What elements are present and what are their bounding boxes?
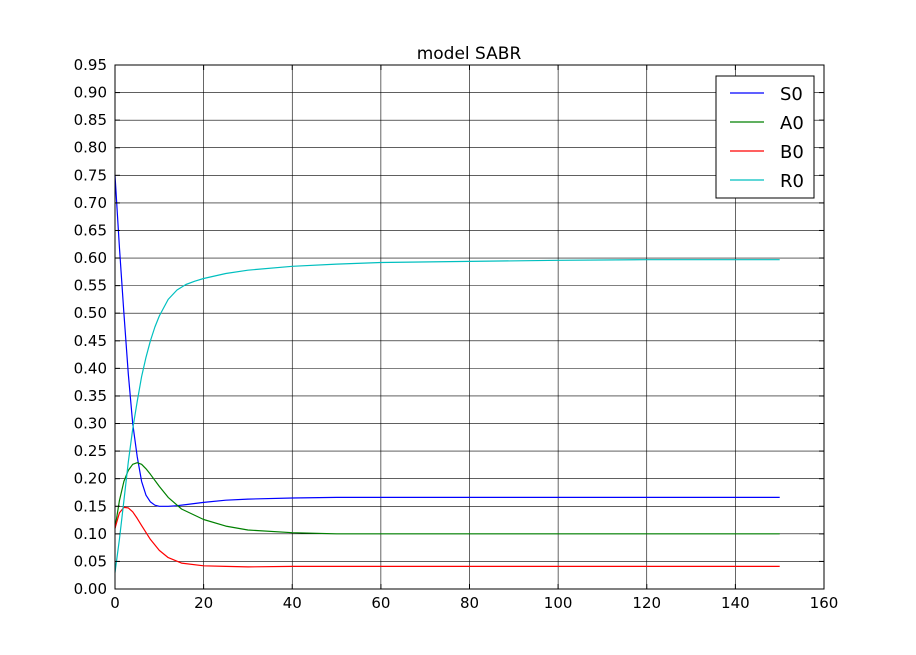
y-tick-label: 0.65 — [74, 221, 107, 239]
y-tick-label: 0.95 — [74, 56, 107, 74]
y-tick-label: 0.30 — [74, 415, 107, 433]
series-line-a0 — [114, 462, 780, 535]
x-tick-label: 60 — [371, 594, 390, 612]
legend-label-b0: B0 — [780, 142, 804, 163]
y-tick-label: 0.20 — [74, 470, 107, 488]
y-tick-label: 0.60 — [74, 249, 107, 267]
axis-ticks: 0 20 40 60 80 100 120 140 160 0.00 0.05 0.10 0.15 0.2… — [74, 56, 839, 612]
x-tick-label: 160 — [810, 594, 839, 612]
x-tick-label: 120 — [632, 594, 661, 612]
x-tick-label: 40 — [283, 594, 302, 612]
y-tick-label: 0.00 — [74, 580, 107, 598]
y-tick-label: 0.40 — [74, 359, 107, 377]
x-tick-label: 20 — [194, 594, 213, 612]
y-tick-label: 0.50 — [74, 304, 107, 322]
chart-title: model SABR — [417, 44, 522, 64]
x-tick-label: 80 — [460, 594, 479, 612]
legend-label-r0: R0 — [780, 171, 804, 192]
y-tick-label: 0.35 — [74, 387, 107, 405]
y-tick-label: 0.55 — [74, 277, 107, 295]
legend-box — [715, 75, 815, 199]
series-line-s0 — [114, 175, 780, 507]
series-layer — [114, 175, 780, 573]
y-tick-label: 0.45 — [74, 332, 107, 350]
legend-label-s0: S0 — [780, 84, 803, 105]
y-tick-label: 0.80 — [74, 139, 107, 157]
series-line-r0 — [114, 259, 780, 573]
x-tick-label: 140 — [721, 594, 750, 612]
y-tick-label: 0.85 — [74, 111, 107, 129]
y-tick-label: 0.90 — [74, 84, 107, 102]
x-tick-label: 100 — [544, 594, 573, 612]
series-line-b0 — [114, 506, 780, 568]
y-tick-label: 0.70 — [74, 194, 107, 212]
y-tick-label: 0.05 — [74, 552, 107, 570]
y-tick-label: 0.25 — [74, 442, 107, 460]
x-tick-label: 0 — [110, 594, 120, 612]
y-tick-label: 0.10 — [74, 525, 107, 543]
y-tick-label: 0.15 — [74, 497, 107, 515]
legend: S0 A0 B0 R0 — [715, 75, 815, 199]
legend-label-a0: A0 — [780, 113, 804, 134]
y-tick-label: 0.75 — [74, 166, 107, 184]
